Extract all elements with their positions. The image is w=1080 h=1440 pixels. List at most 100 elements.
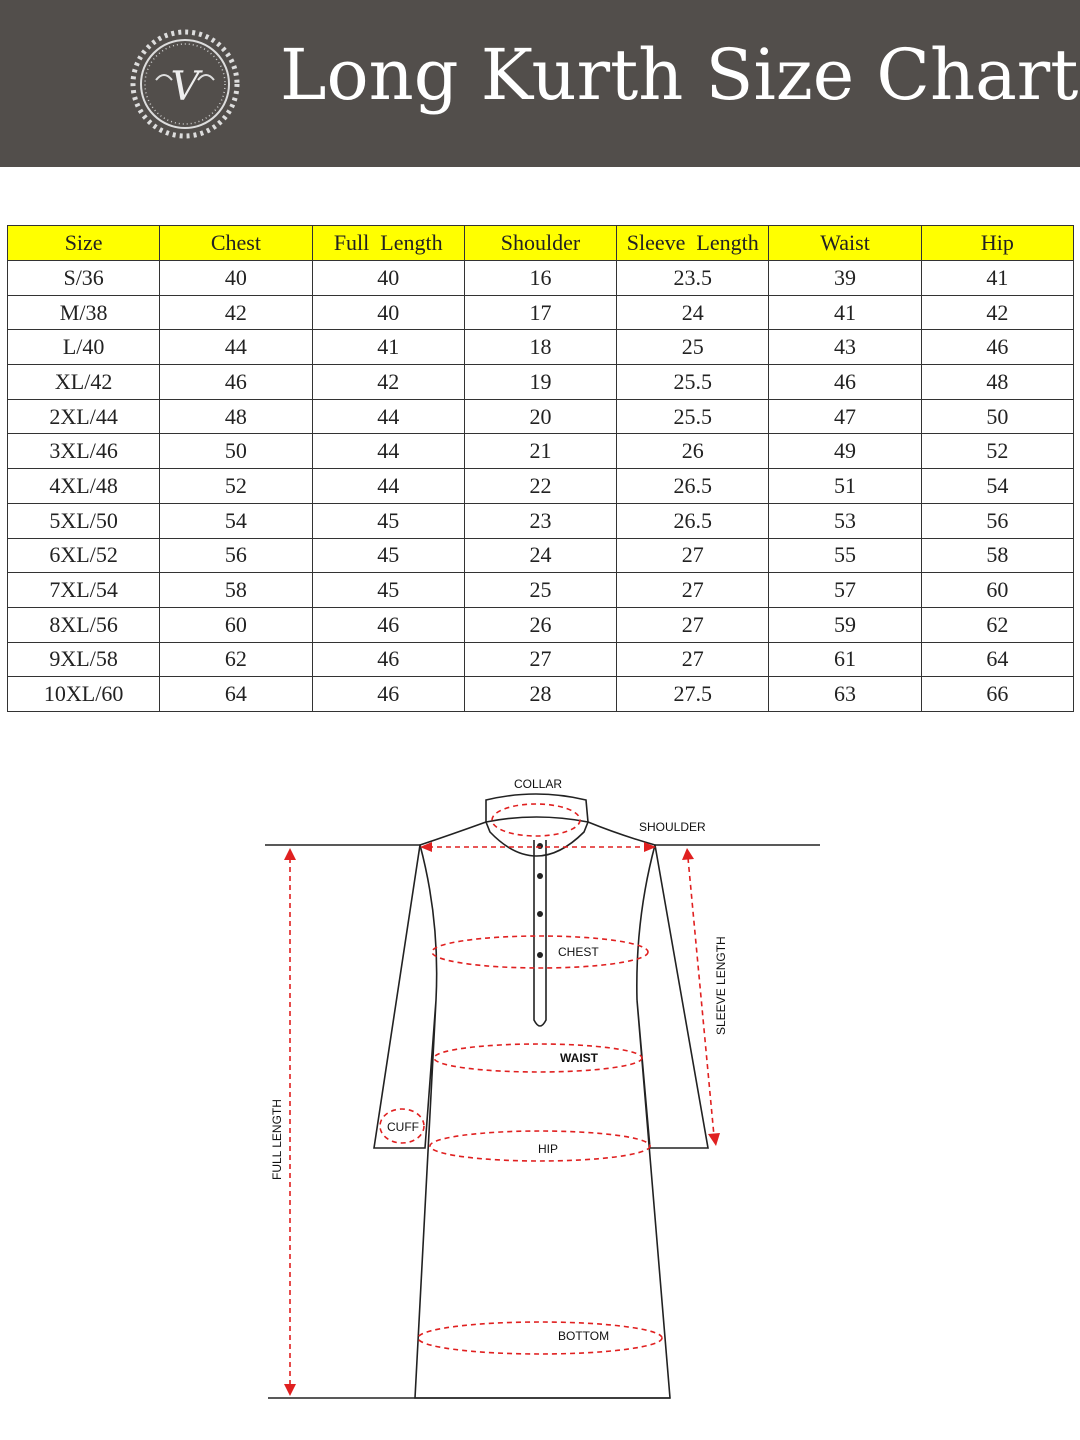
table-cell: 56 [920, 502, 1075, 539]
table-cell: 54 [159, 502, 313, 539]
table-cell: 48 [159, 398, 313, 435]
table-cell: 45 [311, 537, 465, 574]
table-cell: 55 [768, 537, 922, 574]
table-cell: 19 [463, 364, 618, 400]
table-cell: 26 [616, 433, 770, 470]
page-title: Long Kurth Size Chart [280, 34, 1079, 116]
kurta-measurement-diagram: COLLAR SHOULDER CHEST WAIST CUFF HIP BOT… [265, 777, 820, 1399]
table-cell: 63 [768, 676, 922, 712]
table-cell: 62 [920, 606, 1075, 643]
table-row: 10XL/60 64 46 28 27.5 63 66 [6, 676, 1075, 712]
label-collar: COLLAR [514, 777, 562, 791]
table-cell: 44 [311, 433, 465, 470]
header-banner: V Long Kurth Size Chart [0, 0, 1080, 167]
table-cell: 59 [768, 606, 922, 643]
table-row: 6XL/52 56 45 24 27 55 58 [6, 537, 1075, 574]
table-cell: XL/42 [6, 364, 161, 400]
label-sleeve-length: SLEEVE LENGTH [714, 936, 728, 1035]
table-cell: 44 [159, 329, 313, 366]
table-cell: S/36 [6, 260, 161, 296]
table-cell: 16 [463, 260, 618, 296]
table-cell: 49 [768, 433, 922, 470]
table-cell: 58 [159, 572, 313, 608]
table-cell: 54 [920, 468, 1075, 504]
brand-logo: V [130, 29, 240, 139]
table-cell: 40 [311, 294, 465, 331]
table-cell: 47 [768, 398, 922, 435]
column-header: Waist [768, 225, 922, 261]
table-cell: 40 [311, 260, 465, 296]
label-shoulder: SHOULDER [639, 820, 706, 834]
table-cell: 24 [463, 537, 618, 574]
table-cell: 26.5 [616, 468, 770, 504]
table-cell: 64 [920, 641, 1075, 678]
table-cell: 52 [920, 433, 1075, 470]
table-cell: 27 [616, 606, 770, 643]
table-cell: 22 [463, 468, 618, 504]
table-cell: 18 [463, 329, 618, 366]
table-cell: 9XL/58 [6, 641, 161, 678]
table-cell: 52 [159, 468, 313, 504]
table-cell: 27 [616, 537, 770, 574]
table-cell: 10XL/60 [6, 676, 161, 712]
table-cell: 42 [311, 364, 465, 400]
column-header: Size [6, 225, 161, 261]
table-cell: 46 [311, 676, 465, 712]
table-cell: 41 [311, 329, 465, 366]
table-cell: 43 [768, 329, 922, 366]
column-header: Chest [159, 225, 313, 261]
buttons [537, 843, 543, 958]
table-cell: 42 [920, 294, 1075, 331]
table-cell: 45 [311, 502, 465, 539]
label-chest: CHEST [558, 945, 599, 959]
table-cell: 62 [159, 641, 313, 678]
table-cell: 27 [463, 641, 618, 678]
table-row: M/38 42 40 17 24 41 42 [6, 294, 1075, 331]
table-cell: 41 [920, 260, 1075, 296]
table-row: 9XL/58 62 46 27 27 61 64 [6, 641, 1075, 678]
table-cell: 26 [463, 606, 618, 643]
table-cell: 66 [920, 676, 1075, 712]
table-cell: 58 [920, 537, 1075, 574]
label-waist: WAIST [560, 1051, 599, 1065]
table-header-row: Size Chest Full Length Shoulder Sleeve Lengt… [6, 225, 1075, 261]
table-cell: 46 [311, 641, 465, 678]
logo-letter: V [171, 64, 204, 110]
table-row: 8XL/56 60 46 26 27 59 62 [6, 606, 1075, 643]
table-cell: M/38 [6, 294, 161, 331]
table-row: 3XL/46 50 44 21 26 49 52 [6, 433, 1075, 470]
table-cell: 41 [768, 294, 922, 331]
table-cell: 61 [768, 641, 922, 678]
table-cell: 21 [463, 433, 618, 470]
table-cell: 56 [159, 537, 313, 574]
table-cell: 42 [159, 294, 313, 331]
table-cell: 25.5 [616, 364, 770, 400]
table-cell: 23 [463, 502, 618, 539]
size-chart-table: Size Chest Full Length Shoulder Sleeve Lengt… [6, 225, 1075, 712]
label-bottom: BOTTOM [558, 1329, 609, 1343]
arrow-heads [284, 842, 720, 1396]
table-cell: 5XL/50 [6, 502, 161, 539]
table-cell: 64 [159, 676, 313, 712]
table-cell: L/40 [6, 329, 161, 366]
table-cell: 25.5 [616, 398, 770, 435]
table-cell: 25 [463, 572, 618, 608]
table-row: 7XL/54 58 45 25 27 57 60 [6, 572, 1075, 608]
table-row: S/36 40 40 16 23.5 39 41 [6, 260, 1075, 296]
table-cell: 27 [616, 641, 770, 678]
table-cell: 20 [463, 398, 618, 435]
table-cell: 60 [159, 606, 313, 643]
label-hip: HIP [538, 1142, 558, 1156]
table-cell: 46 [311, 606, 465, 643]
table-cell: 39 [768, 260, 922, 296]
table-cell: 48 [920, 364, 1075, 400]
table-cell: 50 [159, 433, 313, 470]
column-header: Shoulder [463, 225, 618, 261]
table-cell: 46 [768, 364, 922, 400]
table-cell: 7XL/54 [6, 572, 161, 608]
table-row: L/40 44 41 18 25 43 46 [6, 329, 1075, 366]
table-cell: 17 [463, 294, 618, 331]
table-cell: 40 [159, 260, 313, 296]
table-cell: 26.5 [616, 502, 770, 539]
table-row: 4XL/48 52 44 22 26.5 51 54 [6, 468, 1075, 504]
